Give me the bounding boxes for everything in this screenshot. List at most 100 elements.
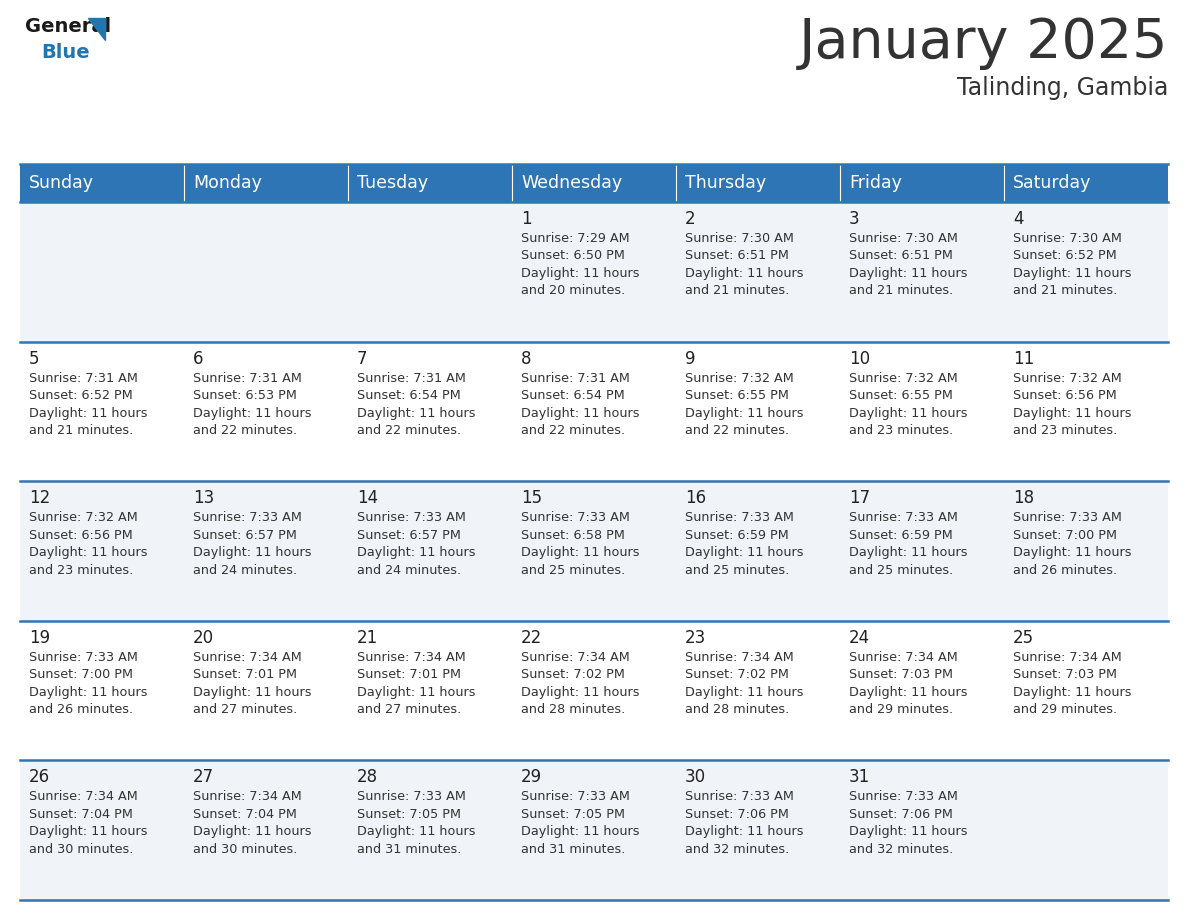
Bar — [184, 621, 348, 760]
Text: Friday: Friday — [849, 174, 902, 192]
Text: 8: 8 — [522, 350, 531, 367]
Text: Monday: Monday — [192, 174, 261, 192]
Text: Sunrise: 7:34 AM
Sunset: 7:01 PM
Daylight: 11 hours
and 27 minutes.: Sunrise: 7:34 AM Sunset: 7:01 PM Dayligh… — [192, 651, 311, 716]
Text: 5: 5 — [29, 350, 39, 367]
Text: 12: 12 — [29, 489, 50, 508]
Text: 11: 11 — [1013, 350, 1035, 367]
Text: Sunrise: 7:34 AM
Sunset: 7:03 PM
Daylight: 11 hours
and 29 minutes.: Sunrise: 7:34 AM Sunset: 7:03 PM Dayligh… — [1013, 651, 1131, 716]
Text: 31: 31 — [849, 768, 871, 787]
Bar — [184, 760, 348, 900]
Bar — [184, 202, 348, 341]
Text: Talinding, Gambia: Talinding, Gambia — [956, 76, 1168, 100]
Bar — [1004, 621, 1168, 760]
Bar — [676, 481, 840, 621]
Bar — [840, 164, 1004, 202]
Text: Sunrise: 7:33 AM
Sunset: 6:59 PM
Daylight: 11 hours
and 25 minutes.: Sunrise: 7:33 AM Sunset: 6:59 PM Dayligh… — [849, 511, 967, 577]
Bar — [512, 164, 676, 202]
Bar — [348, 481, 512, 621]
Bar — [676, 760, 840, 900]
Bar — [676, 202, 840, 341]
Bar — [348, 202, 512, 341]
Text: 14: 14 — [358, 489, 378, 508]
Bar — [840, 341, 1004, 481]
Bar — [840, 760, 1004, 900]
Text: 3: 3 — [849, 210, 860, 228]
Text: Sunrise: 7:32 AM
Sunset: 6:55 PM
Daylight: 11 hours
and 23 minutes.: Sunrise: 7:32 AM Sunset: 6:55 PM Dayligh… — [849, 372, 967, 437]
Text: Sunrise: 7:30 AM
Sunset: 6:52 PM
Daylight: 11 hours
and 21 minutes.: Sunrise: 7:30 AM Sunset: 6:52 PM Dayligh… — [1013, 232, 1131, 297]
Text: 27: 27 — [192, 768, 214, 787]
Text: Sunday: Sunday — [29, 174, 94, 192]
Text: 22: 22 — [522, 629, 542, 647]
Bar — [1004, 341, 1168, 481]
Text: 1: 1 — [522, 210, 531, 228]
Text: 28: 28 — [358, 768, 378, 787]
Text: Sunrise: 7:33 AM
Sunset: 6:57 PM
Daylight: 11 hours
and 24 minutes.: Sunrise: 7:33 AM Sunset: 6:57 PM Dayligh… — [192, 511, 311, 577]
Text: Sunrise: 7:34 AM
Sunset: 7:02 PM
Daylight: 11 hours
and 28 minutes.: Sunrise: 7:34 AM Sunset: 7:02 PM Dayligh… — [685, 651, 803, 716]
Text: 17: 17 — [849, 489, 870, 508]
Text: 25: 25 — [1013, 629, 1034, 647]
Text: Sunrise: 7:33 AM
Sunset: 6:57 PM
Daylight: 11 hours
and 24 minutes.: Sunrise: 7:33 AM Sunset: 6:57 PM Dayligh… — [358, 511, 475, 577]
Text: Sunrise: 7:33 AM
Sunset: 7:00 PM
Daylight: 11 hours
and 26 minutes.: Sunrise: 7:33 AM Sunset: 7:00 PM Dayligh… — [29, 651, 147, 716]
Bar — [184, 164, 348, 202]
Text: Sunrise: 7:29 AM
Sunset: 6:50 PM
Daylight: 11 hours
and 20 minutes.: Sunrise: 7:29 AM Sunset: 6:50 PM Dayligh… — [522, 232, 639, 297]
Text: Blue: Blue — [42, 43, 89, 62]
Bar — [676, 621, 840, 760]
Text: Sunrise: 7:33 AM
Sunset: 7:06 PM
Daylight: 11 hours
and 32 minutes.: Sunrise: 7:33 AM Sunset: 7:06 PM Dayligh… — [849, 790, 967, 856]
Bar — [840, 202, 1004, 341]
Bar — [840, 621, 1004, 760]
Text: Sunrise: 7:32 AM
Sunset: 6:55 PM
Daylight: 11 hours
and 22 minutes.: Sunrise: 7:32 AM Sunset: 6:55 PM Dayligh… — [685, 372, 803, 437]
Text: Sunrise: 7:34 AM
Sunset: 7:04 PM
Daylight: 11 hours
and 30 minutes.: Sunrise: 7:34 AM Sunset: 7:04 PM Dayligh… — [192, 790, 311, 856]
Polygon shape — [88, 18, 106, 40]
Text: Sunrise: 7:33 AM
Sunset: 7:06 PM
Daylight: 11 hours
and 32 minutes.: Sunrise: 7:33 AM Sunset: 7:06 PM Dayligh… — [685, 790, 803, 856]
Text: Sunrise: 7:34 AM
Sunset: 7:02 PM
Daylight: 11 hours
and 28 minutes.: Sunrise: 7:34 AM Sunset: 7:02 PM Dayligh… — [522, 651, 639, 716]
Text: 23: 23 — [685, 629, 706, 647]
Bar — [676, 341, 840, 481]
Text: Sunrise: 7:31 AM
Sunset: 6:54 PM
Daylight: 11 hours
and 22 minutes.: Sunrise: 7:31 AM Sunset: 6:54 PM Dayligh… — [358, 372, 475, 437]
Bar — [20, 760, 184, 900]
Text: 4: 4 — [1013, 210, 1024, 228]
Bar — [20, 164, 184, 202]
Text: General: General — [25, 17, 112, 36]
Text: Sunrise: 7:33 AM
Sunset: 6:58 PM
Daylight: 11 hours
and 25 minutes.: Sunrise: 7:33 AM Sunset: 6:58 PM Dayligh… — [522, 511, 639, 577]
Text: Sunrise: 7:34 AM
Sunset: 7:03 PM
Daylight: 11 hours
and 29 minutes.: Sunrise: 7:34 AM Sunset: 7:03 PM Dayligh… — [849, 651, 967, 716]
Text: 15: 15 — [522, 489, 542, 508]
Text: 6: 6 — [192, 350, 203, 367]
Bar — [1004, 481, 1168, 621]
Text: 26: 26 — [29, 768, 50, 787]
Text: 24: 24 — [849, 629, 870, 647]
Text: Wednesday: Wednesday — [522, 174, 623, 192]
Text: Sunrise: 7:30 AM
Sunset: 6:51 PM
Daylight: 11 hours
and 21 minutes.: Sunrise: 7:30 AM Sunset: 6:51 PM Dayligh… — [685, 232, 803, 297]
Bar — [840, 481, 1004, 621]
Text: Sunrise: 7:31 AM
Sunset: 6:53 PM
Daylight: 11 hours
and 22 minutes.: Sunrise: 7:31 AM Sunset: 6:53 PM Dayligh… — [192, 372, 311, 437]
Text: 18: 18 — [1013, 489, 1034, 508]
Bar — [348, 760, 512, 900]
Text: Sunrise: 7:31 AM
Sunset: 6:54 PM
Daylight: 11 hours
and 22 minutes.: Sunrise: 7:31 AM Sunset: 6:54 PM Dayligh… — [522, 372, 639, 437]
Text: Thursday: Thursday — [685, 174, 766, 192]
Bar — [184, 341, 348, 481]
Text: Sunrise: 7:32 AM
Sunset: 6:56 PM
Daylight: 11 hours
and 23 minutes.: Sunrise: 7:32 AM Sunset: 6:56 PM Dayligh… — [29, 511, 147, 577]
Bar — [512, 760, 676, 900]
Text: Sunrise: 7:31 AM
Sunset: 6:52 PM
Daylight: 11 hours
and 21 minutes.: Sunrise: 7:31 AM Sunset: 6:52 PM Dayligh… — [29, 372, 147, 437]
Bar — [184, 481, 348, 621]
Text: Sunrise: 7:33 AM
Sunset: 7:05 PM
Daylight: 11 hours
and 31 minutes.: Sunrise: 7:33 AM Sunset: 7:05 PM Dayligh… — [522, 790, 639, 856]
Bar — [20, 621, 184, 760]
Text: 19: 19 — [29, 629, 50, 647]
Text: 7: 7 — [358, 350, 367, 367]
Text: Sunrise: 7:34 AM
Sunset: 7:04 PM
Daylight: 11 hours
and 30 minutes.: Sunrise: 7:34 AM Sunset: 7:04 PM Dayligh… — [29, 790, 147, 856]
Text: Sunrise: 7:32 AM
Sunset: 6:56 PM
Daylight: 11 hours
and 23 minutes.: Sunrise: 7:32 AM Sunset: 6:56 PM Dayligh… — [1013, 372, 1131, 437]
Bar — [1004, 164, 1168, 202]
Text: 2: 2 — [685, 210, 696, 228]
Bar — [1004, 760, 1168, 900]
Text: Saturday: Saturday — [1013, 174, 1092, 192]
Text: 9: 9 — [685, 350, 695, 367]
Text: 13: 13 — [192, 489, 214, 508]
Text: Sunrise: 7:34 AM
Sunset: 7:01 PM
Daylight: 11 hours
and 27 minutes.: Sunrise: 7:34 AM Sunset: 7:01 PM Dayligh… — [358, 651, 475, 716]
Text: 20: 20 — [192, 629, 214, 647]
Text: 21: 21 — [358, 629, 378, 647]
Bar — [512, 621, 676, 760]
Bar — [20, 341, 184, 481]
Bar — [676, 164, 840, 202]
Bar — [20, 202, 184, 341]
Text: 16: 16 — [685, 489, 706, 508]
Text: Sunrise: 7:33 AM
Sunset: 6:59 PM
Daylight: 11 hours
and 25 minutes.: Sunrise: 7:33 AM Sunset: 6:59 PM Dayligh… — [685, 511, 803, 577]
